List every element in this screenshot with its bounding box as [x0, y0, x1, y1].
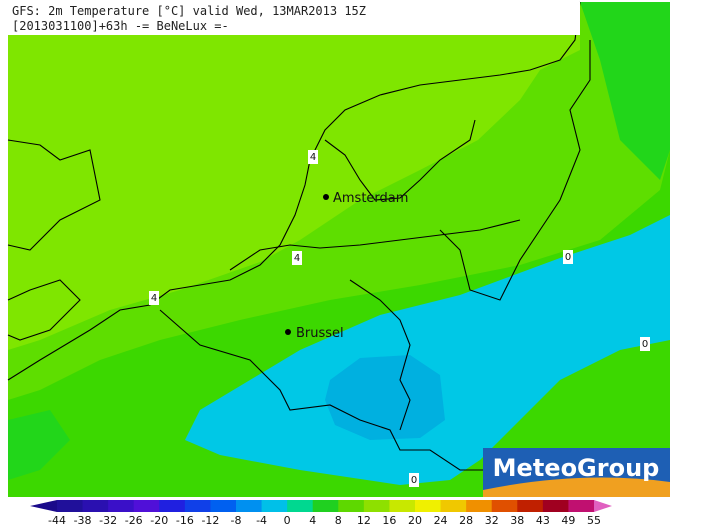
colorbar-label: 4	[309, 514, 316, 525]
field-light-green	[8, 2, 580, 350]
colorbar-label: 55	[587, 514, 601, 525]
colorbar-segment	[210, 500, 237, 512]
coastline	[324, 119, 476, 201]
colorbar-label: -16	[176, 514, 194, 525]
colorbar-label: 28	[459, 514, 473, 525]
header-line: [2013031100]+63h -= BeNeLux =-	[12, 19, 229, 33]
field-cyan	[185, 215, 670, 485]
colorbar-segment	[466, 500, 493, 512]
colorbar-segment	[287, 500, 314, 512]
colorbar-label: 24	[434, 514, 448, 525]
coastline	[7, 139, 101, 251]
colorbar-label: 20	[408, 514, 422, 525]
map	[7, 1, 670, 497]
colorbar-segment	[440, 500, 467, 512]
contour-label: 0	[642, 339, 648, 350]
colorbar-segment	[159, 500, 186, 512]
colorbar-label: -4	[256, 514, 267, 525]
header-line: GFS: 2m Temperature [°C] valid Wed, 13MA…	[12, 4, 366, 18]
contour-label-box	[563, 250, 573, 264]
header-box	[8, 2, 580, 35]
colorbar-label: 43	[536, 514, 550, 525]
contour-labels: 4 4 4 0 0 0	[149, 150, 650, 487]
logo-swoosh	[483, 477, 670, 497]
colorbar-label: -44	[48, 514, 66, 525]
colorbar-label: -12	[201, 514, 219, 525]
colorbar-segment	[261, 500, 288, 512]
colorbar-segment	[338, 500, 365, 512]
colorbar-segment	[415, 500, 442, 512]
colorbar-arrow	[594, 500, 612, 512]
colorbar-segment	[133, 500, 160, 512]
coastline	[7, 1, 581, 381]
contour-label-box	[640, 337, 650, 351]
colorbar-segment	[236, 500, 263, 512]
colorbar-segment	[108, 500, 135, 512]
colorbar-label: -26	[125, 514, 143, 525]
coastline	[229, 219, 521, 271]
city-label: Brussel	[296, 326, 344, 341]
contour-label: 0	[565, 252, 571, 263]
colorbar-segment	[517, 500, 544, 512]
colorbar-label: 8	[335, 514, 342, 525]
city-label: Amsterdam	[333, 191, 408, 206]
field-green-ne	[580, 2, 670, 180]
border	[349, 279, 411, 431]
colorbar-segment	[363, 500, 390, 512]
city-dot	[285, 329, 291, 335]
field-blue	[325, 355, 445, 440]
contour-label: 0	[411, 475, 417, 486]
colorbar-segment	[184, 500, 211, 512]
contour-label: 4	[151, 293, 157, 304]
field-green-sw	[8, 410, 70, 480]
colorbar-label: 12	[357, 514, 371, 525]
colorbar-label: 32	[485, 514, 499, 525]
colorbar-label: -32	[99, 514, 117, 525]
colorbar-label: -20	[150, 514, 168, 525]
contour-label-box	[409, 473, 419, 487]
contour-label: 4	[294, 253, 300, 264]
colorbar-segment	[312, 500, 339, 512]
colorbar-segment	[491, 500, 518, 512]
contour-label-box	[308, 150, 318, 164]
colorbar-label: 38	[510, 514, 524, 525]
colorbar-label: 49	[561, 514, 575, 525]
border	[159, 309, 490, 471]
colorbar-segment	[82, 500, 109, 512]
colorbar-segment	[568, 500, 595, 512]
colorbar-segment	[542, 500, 569, 512]
logo: MeteoGroup	[493, 454, 660, 482]
colorbar-segment	[57, 500, 84, 512]
contour-label: 4	[310, 152, 316, 163]
colorbar-label: -38	[74, 514, 92, 525]
city-dot	[323, 194, 329, 200]
colorbar-label: 0	[284, 514, 291, 525]
contour-label-box	[292, 251, 302, 265]
coastline	[7, 279, 81, 341]
border	[439, 40, 591, 301]
colorbar-arrow	[30, 500, 57, 512]
colorbar-label: 16	[382, 514, 396, 525]
colorbar-label: -8	[231, 514, 242, 525]
colorbar: -44 -38 -32 -26 -20 -16 -12 -8 -4 0 4 8 12 16 20 24 28 32…	[30, 500, 612, 525]
contour-label-box	[149, 291, 159, 305]
colorbar-segment	[389, 500, 416, 512]
